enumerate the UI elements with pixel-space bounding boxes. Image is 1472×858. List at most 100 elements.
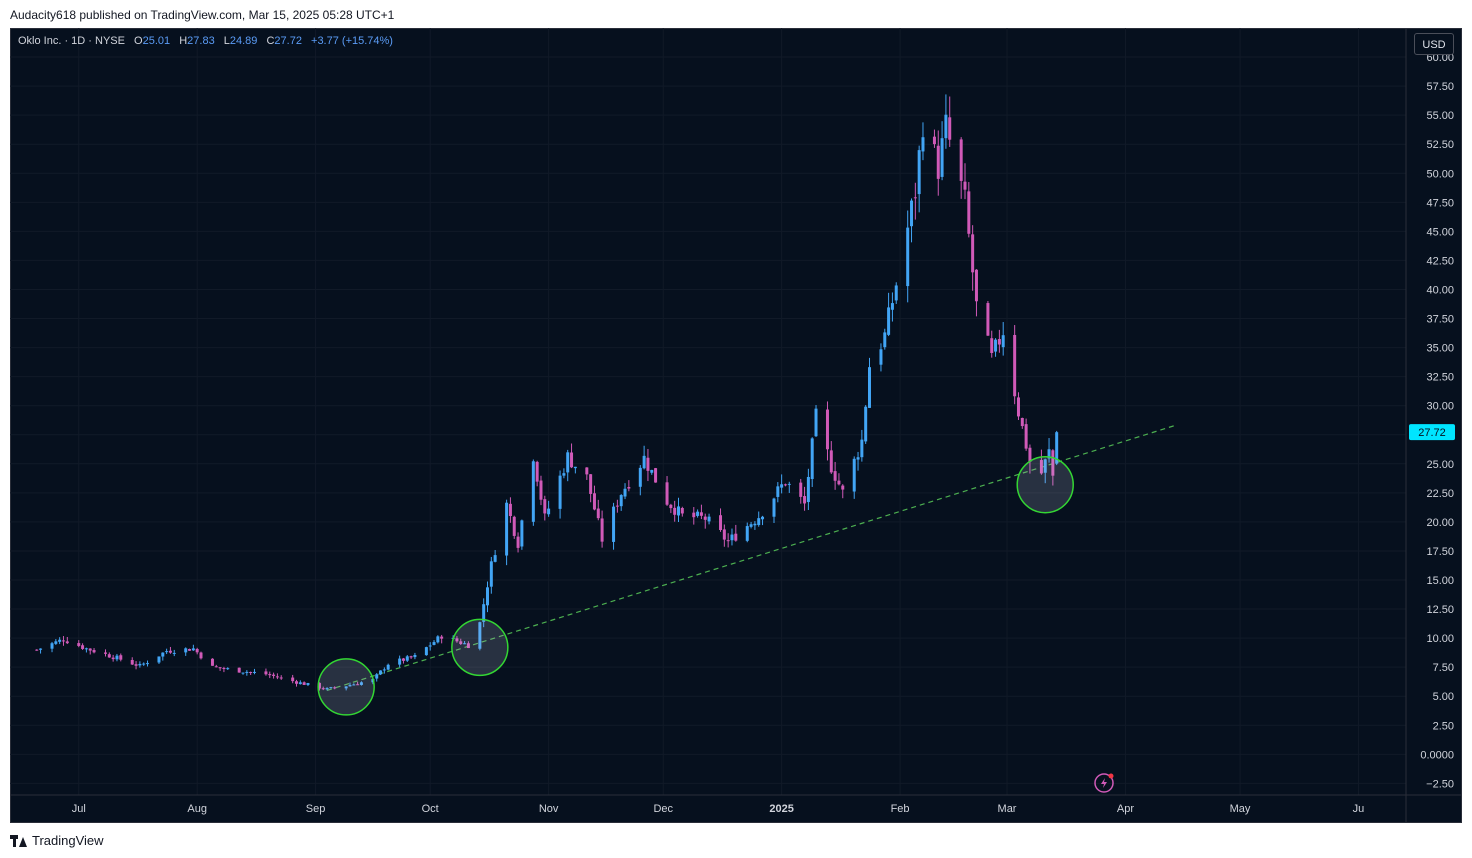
candle [596,499,600,521]
candle-body [298,682,302,685]
candle-body [864,406,868,442]
candle [860,429,864,462]
candle [910,198,914,243]
candle [654,467,658,483]
candle [722,524,726,547]
candle-body [35,649,39,651]
time-tick-label: Apr [1117,803,1134,815]
candle [971,225,975,291]
candle-body [627,487,631,489]
candle [932,129,936,148]
candle [841,484,845,499]
candle-body [516,536,520,548]
candle-body [910,200,914,227]
candle [516,532,520,553]
candle [780,474,784,494]
candle [772,497,776,524]
candle-body [967,191,971,234]
candle-body [562,473,566,476]
candle-body [61,640,65,642]
candle [856,451,860,471]
candle-body [573,466,577,469]
candle-body [157,656,161,663]
candle-body [505,502,509,556]
candle-body [92,650,96,653]
candle [61,636,65,646]
price-axis[interactable]: 60.00 57.50 55.00 52.50 50.00 47.50 45.00 42.50… [1405,28,1454,823]
candle [776,482,780,503]
candle [1001,322,1005,356]
candle-body [856,457,860,460]
candle [512,515,516,539]
candle [440,634,444,644]
candle-body [883,332,887,348]
candle [413,652,417,660]
candle-body [1013,334,1017,397]
candle [279,675,283,680]
candle [887,292,891,337]
highlight-circles[interactable] [317,455,1074,716]
tradingview-icon [10,834,28,847]
flash-icon[interactable] [1094,773,1114,793]
candle-body [245,671,249,673]
time-tick-label: Oct [422,803,439,815]
candle [463,641,467,645]
grid [10,28,1406,795]
publish-line: Audacity618 published on TradingView.com… [10,8,395,22]
tradingview-logo[interactable]: TradingView [10,833,104,848]
candle-body [119,655,123,660]
candle [188,648,192,651]
candle [600,510,604,548]
candle-body [906,227,910,287]
price-tick-label: 42.50 [1426,255,1454,267]
candle [547,500,551,517]
candle [241,672,245,675]
time-tick-label: Sep [306,803,326,815]
candle [562,468,566,479]
candle [405,655,409,662]
candle [787,481,791,493]
candle-body [348,685,352,687]
candle [134,661,138,670]
candles [35,94,1059,691]
candle [272,672,276,679]
candle-body [279,677,283,679]
time-axis[interactable]: Jul Aug Sep Oct Nov Dec 2025 Feb Mar Apr May Ju [10,794,1462,815]
candle-body [692,512,696,518]
candle [84,647,88,653]
candle [210,658,214,666]
price-chart[interactable]: 60.00 57.50 55.00 52.50 50.00 47.50 45.00 42.50… [10,28,1462,823]
candle-body [722,529,726,540]
candle [1051,449,1055,486]
candle [325,687,329,691]
candle-body [814,408,818,437]
candle-body [1020,417,1024,427]
candle-body [520,520,524,547]
candle [619,494,623,511]
candle-body [184,648,188,653]
chart-pane[interactable] [10,28,1462,823]
candle [879,343,883,372]
candle-body [210,658,214,666]
candle-body [222,667,226,669]
candle [356,681,360,686]
candle [650,469,654,475]
publish-header: Audacity618 published on TradingView.com… [0,0,1472,28]
price-tick-label: 7.50 [1433,662,1454,674]
candle [753,521,757,530]
candle [829,441,833,474]
candle [306,682,310,687]
currency-button[interactable]: USD [1414,33,1454,55]
time-tick-label: Mar [998,803,1017,815]
candle [730,528,734,546]
candle-body [646,457,650,471]
candle [138,661,142,668]
candle [35,649,39,651]
candle [1024,418,1028,451]
candle-body [39,648,43,650]
candle [111,654,115,662]
candle-body [486,587,489,606]
candle-body [825,409,829,450]
candle [913,182,917,220]
time-tick-label: Ju [1353,803,1365,815]
